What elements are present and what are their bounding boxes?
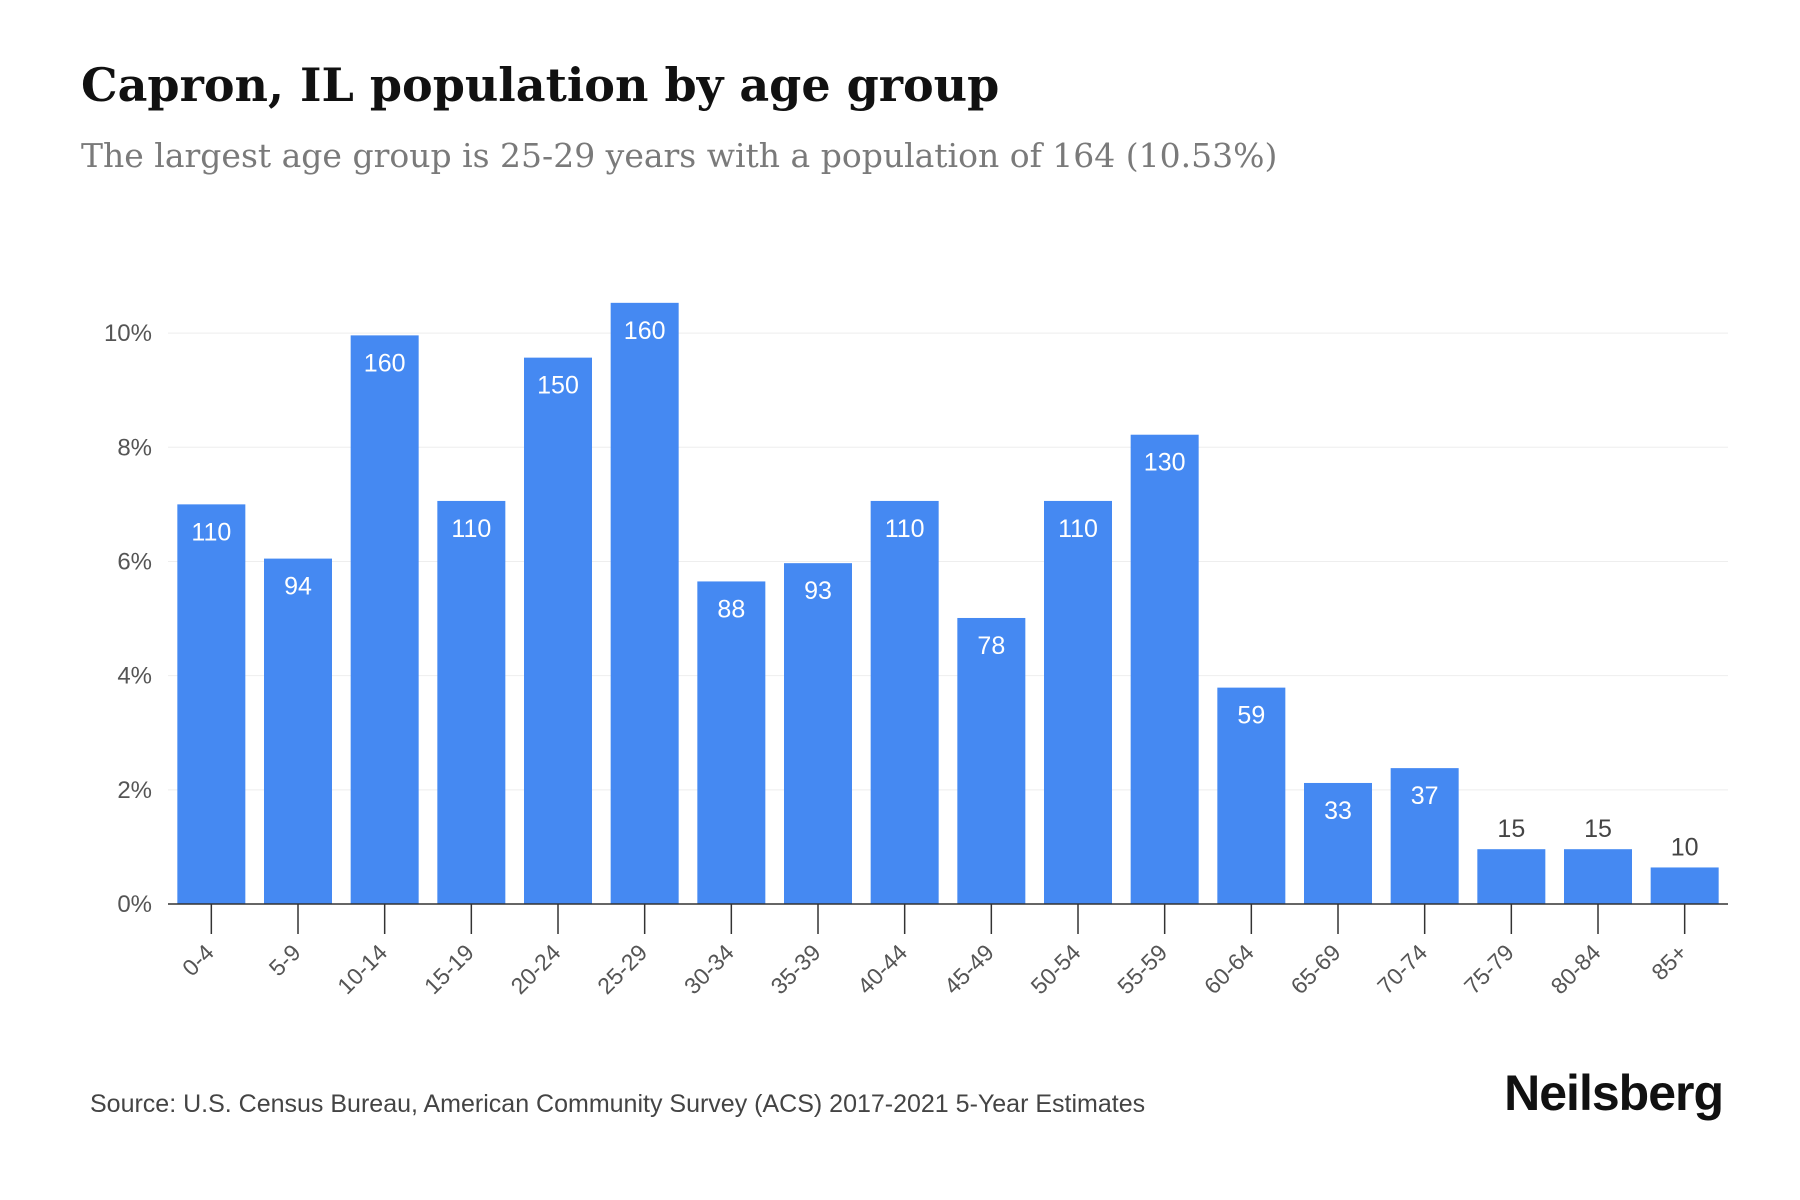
- bar: [784, 563, 852, 904]
- bar-value-label: 160: [624, 317, 666, 345]
- bars: 110 94 160 110 150 160 88 93 110 78 110 130 59 33 37 15…: [177, 302, 1719, 905]
- bar-value-label: 78: [977, 632, 1005, 660]
- x-tick-label: 60-64: [1199, 939, 1259, 999]
- x-tick-label: 40-44: [852, 939, 912, 999]
- x-tick-label: 30-34: [679, 939, 739, 999]
- bar: [177, 504, 246, 904]
- x-tick-label: 55-59: [1112, 939, 1172, 999]
- bar: [1650, 867, 1719, 904]
- x-tick-label: 80-84: [1546, 939, 1606, 999]
- x-tick-label: 50-54: [1026, 939, 1086, 999]
- y-tick-label: 0%: [117, 891, 152, 918]
- bar: [957, 617, 1026, 904]
- source-note: Source: U.S. Census Bureau, American Com…: [90, 1090, 1146, 1118]
- x-tick-label: 65-69: [1286, 939, 1346, 999]
- bar: [1477, 849, 1546, 904]
- y-axis-ticks: 0% 2% 4% 6% 8% 10%: [104, 320, 152, 918]
- bar: [1130, 434, 1199, 904]
- bar-value-label: 33: [1324, 797, 1352, 825]
- y-tick-label: 8%: [117, 434, 152, 461]
- x-tick-label: 75-79: [1459, 939, 1519, 999]
- y-tick-label: 4%: [117, 663, 152, 690]
- bar-value-label: 93: [804, 577, 832, 605]
- bar-value-label: 15: [1584, 815, 1612, 843]
- y-tick-label: 10%: [104, 320, 152, 347]
- bar: [1044, 500, 1112, 904]
- x-tick-label: 10-14: [332, 939, 392, 999]
- bar-value-label: 160: [364, 349, 406, 377]
- bar: [1217, 687, 1286, 904]
- bar-value-label: 130: [1144, 449, 1186, 477]
- bar-value-label: 10: [1671, 833, 1699, 861]
- bar: [437, 500, 506, 904]
- brand-logo: Neilsberg: [1504, 1065, 1724, 1121]
- bar-value-label: 59: [1237, 702, 1265, 730]
- bar-value-label: 110: [191, 518, 231, 546]
- bar: [350, 335, 419, 905]
- bar-value-label: 88: [717, 595, 745, 623]
- bar: [524, 357, 592, 904]
- x-tick-label: 0-4: [177, 939, 219, 981]
- x-tick-label: 85+: [1646, 939, 1692, 985]
- bar-value-label: 150: [537, 372, 579, 400]
- chart-subtitle: The largest age group is 25-29 years wit…: [81, 136, 1278, 175]
- x-tick-label: 35-39: [766, 939, 826, 999]
- x-tick-label: 70-74: [1372, 939, 1432, 999]
- bar: [1304, 782, 1372, 904]
- bar-value-label: 110: [1058, 515, 1098, 543]
- bar-value-label: 110: [451, 515, 491, 543]
- x-axis: 0-4 5-9 10-14 15-19 20-24 25-29 30-34 35-39 40-4…: [168, 903, 1728, 999]
- x-tick-label: 20-24: [506, 939, 566, 999]
- bar-value-label: 110: [885, 515, 925, 543]
- bar: [1390, 768, 1459, 904]
- bar: [610, 302, 679, 904]
- bar-value-label: 15: [1497, 815, 1525, 843]
- bar: [1564, 849, 1632, 904]
- x-tick-label: 5-9: [264, 939, 306, 981]
- bar-chart: 0% 2% 4% 6% 8% 10% 110 94 160 110 150 160 88 93 110 78…: [104, 302, 1728, 999]
- y-tick-label: 6%: [117, 548, 152, 575]
- gridlines: [168, 332, 1728, 791]
- bar: [697, 581, 766, 904]
- x-tick-label: 25-29: [592, 939, 652, 999]
- x-tick-label: 45-49: [939, 939, 999, 999]
- bar: [264, 558, 332, 904]
- y-tick-label: 2%: [117, 777, 152, 804]
- x-tick-label: 15-19: [419, 939, 479, 999]
- chart-title: Capron, IL population by age group: [81, 58, 1000, 112]
- bar-value-label: 37: [1411, 782, 1439, 810]
- bar: [870, 500, 939, 904]
- bar-value-label: 94: [284, 573, 312, 601]
